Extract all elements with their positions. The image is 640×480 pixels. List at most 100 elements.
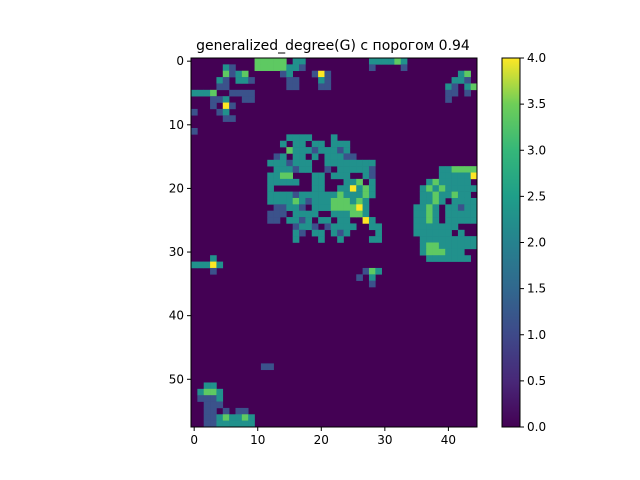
colorbar-tick-label: 3.5	[527, 97, 546, 111]
heatmap-cell	[279, 197, 287, 205]
heatmap-cell	[451, 185, 459, 192]
heatmap-cell	[260, 64, 268, 72]
heatmap-cell	[216, 420, 224, 428]
heatmap-cell	[451, 172, 459, 180]
heatmap-cell	[235, 70, 243, 78]
heatmap-cell	[457, 242, 465, 250]
heatmap-cell	[299, 229, 306, 237]
heatmap-cell	[292, 229, 300, 237]
heatmap-cell	[229, 89, 236, 97]
heatmap-cell	[426, 236, 433, 243]
heatmap-cell	[267, 64, 274, 72]
heatmap-cell	[368, 274, 376, 281]
heatmap-cell	[445, 223, 452, 231]
heatmap-cell	[438, 172, 446, 180]
heatmap-cell	[451, 204, 459, 211]
heatmap-cell	[273, 191, 281, 199]
heatmap-cell	[438, 229, 446, 237]
colorbar-tick-label: 1.5	[527, 282, 546, 296]
x-axis: 0 10 20 30 40	[190, 427, 456, 447]
heatmap-cell	[457, 70, 465, 78]
heatmap-cell	[432, 255, 440, 262]
heatmap-cell	[457, 77, 465, 84]
heatmap-cell	[330, 153, 338, 161]
heatmap-cell	[248, 420, 255, 428]
heatmap-cell	[267, 217, 274, 224]
heatmap-cell	[368, 178, 376, 186]
heatmap-cell	[324, 217, 332, 224]
heatmap-cell	[222, 108, 230, 116]
x-tick-label: 40	[441, 433, 456, 447]
heatmap-cell	[216, 96, 224, 103]
heatmap-cell	[343, 166, 351, 173]
heatmap-cell	[368, 159, 376, 167]
heatmap-cell	[464, 204, 471, 211]
heatmap-cell	[330, 204, 338, 211]
heatmap-cell	[222, 420, 230, 428]
heatmap-cell	[279, 191, 287, 199]
heatmap-cell	[464, 70, 471, 78]
heatmap-cell	[267, 210, 274, 218]
heatmap-cell	[337, 153, 344, 161]
heatmap-cell	[318, 191, 325, 199]
heatmap-cell	[311, 191, 319, 199]
heatmap-cell	[203, 261, 211, 269]
y-tick-label: 30	[169, 245, 184, 259]
heatmap-cell	[464, 255, 471, 262]
heatmap-cell	[235, 77, 243, 84]
heatmap-cell	[349, 223, 357, 231]
heatmap-cell	[457, 255, 465, 262]
heatmap-cell	[292, 223, 300, 231]
colorbar: 0.0 0.5 1.0 1.5 2.0 2.5 3.0 3.5 4.0	[501, 51, 546, 434]
heatmap-cell	[451, 89, 459, 97]
heatmap-cell	[343, 185, 351, 192]
heatmap-cell	[451, 178, 459, 186]
heatmap-cell	[362, 210, 370, 218]
heatmap-cell	[445, 217, 452, 224]
heatmap-cell	[356, 274, 363, 281]
heatmap-cell	[210, 401, 217, 409]
heatmap-cell	[426, 223, 433, 231]
heatmap-cell	[318, 178, 325, 186]
heatmap-cell	[286, 166, 293, 173]
colorbar-tick-label: 1.0	[527, 328, 546, 342]
heatmap-cell	[292, 159, 300, 167]
heatmap-cell	[299, 134, 306, 141]
heatmap-cell	[451, 236, 459, 243]
heatmap-cell	[324, 166, 332, 173]
heatmap-cell	[337, 166, 344, 173]
heatmap-cell	[356, 159, 363, 167]
heatmap-cell	[432, 248, 440, 256]
heatmap-cell	[400, 58, 408, 65]
heatmap-cell	[235, 407, 243, 415]
heatmap-cell	[311, 204, 319, 211]
heatmap-cell	[299, 147, 306, 154]
heatmap-cell	[299, 153, 306, 161]
heatmap-cell	[356, 197, 363, 205]
heatmap-cell	[286, 83, 293, 91]
heatmap-cell	[451, 77, 459, 84]
heatmap-cell	[464, 178, 471, 186]
heatmap-cell	[349, 178, 357, 186]
heatmap-cell	[324, 197, 332, 205]
x-tick-label: 10	[250, 433, 265, 447]
heatmap-cell	[343, 223, 351, 231]
heatmap-cell	[191, 127, 198, 135]
heatmap-cell	[292, 166, 300, 173]
heatmap-cell	[241, 89, 249, 97]
heatmap-cell	[445, 96, 452, 103]
heatmap-cell	[419, 210, 427, 218]
heatmap-cell	[413, 229, 421, 237]
heatmap-cell	[457, 248, 465, 256]
heatmap-cell	[286, 197, 293, 205]
heatmap-cell	[279, 140, 287, 148]
heatmap-cell	[445, 166, 452, 173]
heatmap-cell	[349, 153, 357, 161]
heatmap-cell	[445, 204, 452, 211]
heatmap-cell	[267, 363, 274, 371]
heatmap-cell	[324, 191, 332, 199]
heatmap-cell	[279, 58, 287, 65]
heatmap-cell	[445, 248, 452, 256]
heatmap-cell	[426, 204, 433, 211]
